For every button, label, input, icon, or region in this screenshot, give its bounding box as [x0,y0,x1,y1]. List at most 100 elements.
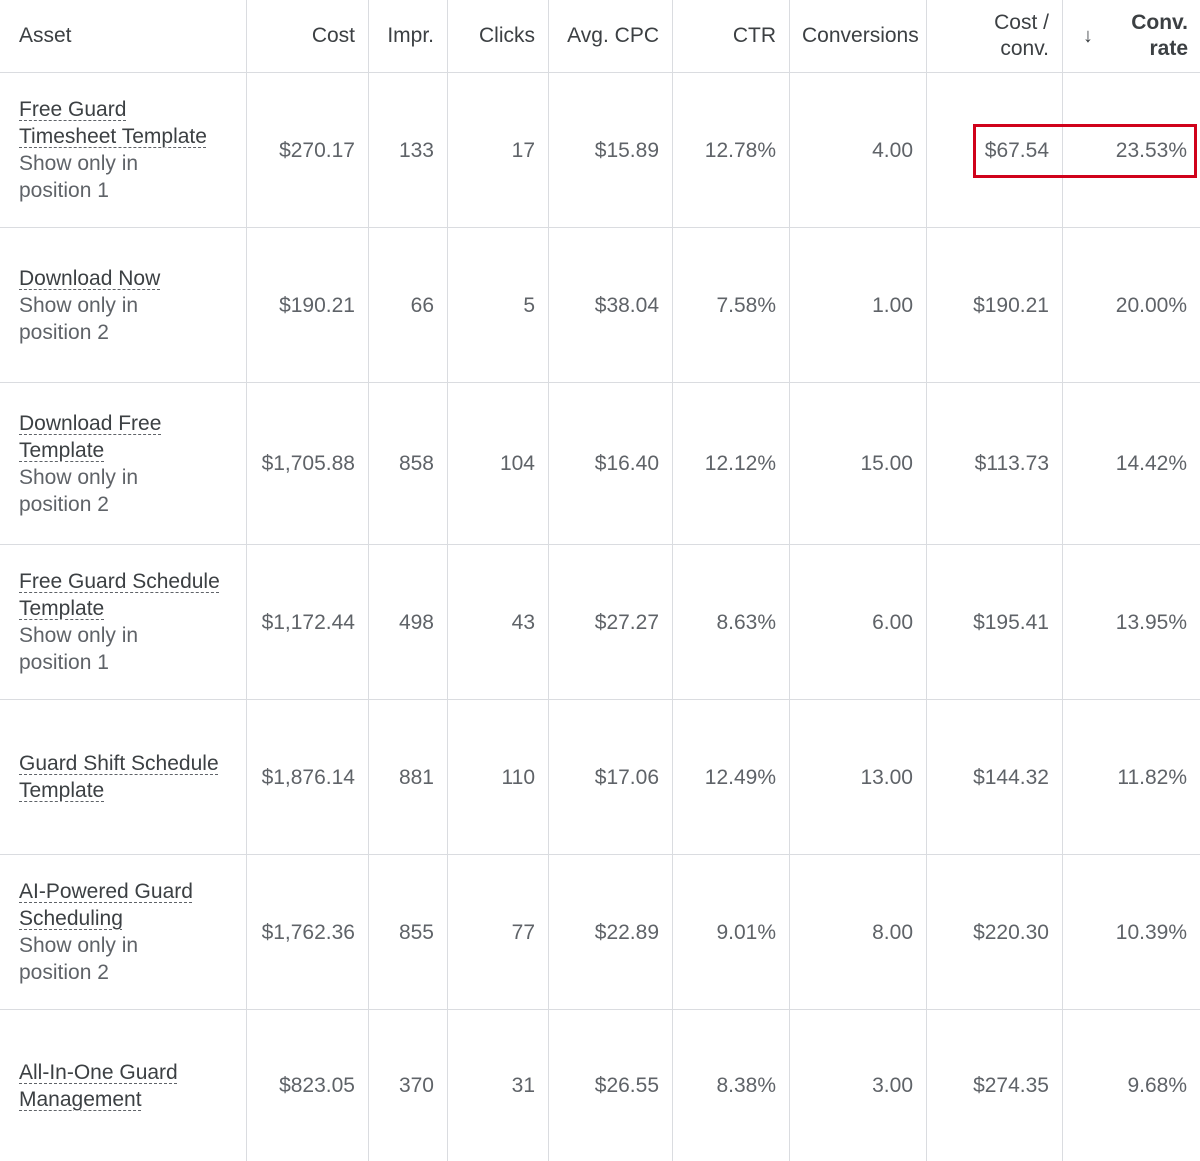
cost-per-conv-cell: $274.35 [927,1010,1063,1161]
asset-position-label: position 2 [19,492,109,516]
column-header-cost[interactable]: Cost [247,0,369,73]
cell-value: 104 [499,452,535,475]
impressions-cell: 881 [369,700,448,855]
cell-value: $823.05 [279,1074,355,1097]
cell-value: $38.04 [594,293,659,317]
cost-per-conv-cell: $144.32 [927,700,1063,855]
cell-value: 110 [501,765,535,789]
cell-value: 12.78% [704,138,776,162]
conv-rate-cell: 10.39% [1063,855,1200,1010]
column-header-clicks[interactable]: Clicks [448,0,549,73]
cell-value: 12.12% [704,452,776,475]
asset-name-link[interactable]: All-In-One Guard [19,1060,178,1084]
impressions-cell: 855 [369,855,448,1010]
cost-per-conv-cell: $67.54 [927,73,1063,228]
asset-name-link[interactable]: Free Guard [19,98,127,121]
cell-value: 15.00 [860,452,913,475]
asset-position-label: position 1 [19,179,109,202]
cell-value: 23.53% [1115,138,1187,162]
column-header-asset[interactable]: Asset [0,0,247,73]
cell-value: $1,172.44 [261,610,355,634]
asset-position-label: Show only in [19,293,139,317]
asset-position-label: Show only in [19,624,139,647]
cell-value: 1.00 [872,293,913,317]
clicks-cell: 31 [448,1010,549,1161]
ctr-cell: 9.01% [673,855,790,1010]
column-header-label: Impr. [387,24,434,47]
column-header-cost-per-conv[interactable]: Cost / conv. [927,0,1063,73]
impressions-cell: 133 [369,73,448,228]
asset-name-link[interactable]: Template [19,597,105,620]
cell-value: $1,762.36 [261,920,355,944]
asset-name-link[interactable]: Template [19,779,105,802]
ctr-cell: 7.58% [673,228,790,383]
cell-value: 5 [523,293,535,317]
cell-value: $1,876.14 [261,765,355,789]
avg-cpc-cell: $22.89 [549,855,673,1010]
column-header-label: Cost / conv. [994,10,1049,62]
column-header-label: CTR [732,24,776,47]
cell-value: 14.42% [1115,452,1187,475]
cell-value: $67.54 [984,138,1049,162]
column-header-impr[interactable]: Impr. [369,0,448,73]
asset-name-link[interactable]: Template [19,438,105,462]
cell-value: $274.35 [973,1074,1049,1097]
ctr-cell: 12.12% [673,383,790,545]
asset-cell: Guard Shift Schedule Template [0,700,247,855]
cost-cell: $1,762.36 [247,855,369,1010]
cell-value: 9.68% [1127,1074,1187,1097]
asset-name-link[interactable]: Management [19,1087,142,1111]
column-header-label: Asset [19,24,72,47]
asset-cell: AI-Powered Guard Scheduling Show only in po… [0,855,247,1010]
asset-name-link[interactable]: Timesheet Template [19,125,207,148]
cost-cell: $270.17 [247,73,369,228]
conv-rate-cell: 14.42% [1063,383,1200,545]
conversions-cell: 15.00 [790,383,927,545]
asset-name-link[interactable]: AI-Powered Guard [19,880,193,903]
avg-cpc-cell: $16.40 [549,383,673,545]
cell-value: 77 [511,920,535,944]
conversions-cell: 4.00 [790,73,927,228]
cell-value: $27.27 [594,610,659,634]
asset-name-link[interactable]: Free Guard Schedule [19,570,220,593]
conversions-cell: 1.00 [790,228,927,383]
cell-value: 133 [398,138,434,162]
conv-rate-cell: 23.53% [1063,73,1200,228]
column-header-conv-rate[interactable]: ↓ Conv. rate [1063,0,1200,73]
clicks-cell: 110 [448,700,549,855]
conv-rate-cell: 11.82% [1063,700,1200,855]
column-header-ctr[interactable]: CTR [673,0,790,73]
avg-cpc-cell: $15.89 [549,73,673,228]
impressions-cell: 66 [369,228,448,383]
asset-name-link[interactable]: Download Free [19,411,162,435]
column-header-label: Conv. rate [1131,10,1188,62]
column-header-conversions[interactable]: Conversions [790,0,927,73]
cell-value: $113.73 [974,452,1049,475]
ctr-cell: 8.38% [673,1010,790,1161]
asset-name-link[interactable]: Guard Shift Schedule [19,752,219,775]
cell-value: 4.00 [872,138,913,162]
column-header-avg-cpc[interactable]: Avg. CPC [549,0,673,73]
conversions-cell: 3.00 [790,1010,927,1161]
cell-value: 7.58% [716,293,776,317]
column-header-label-line: Cost / [994,11,1049,34]
cell-value: $270.17 [279,138,355,162]
clicks-cell: 17 [448,73,549,228]
avg-cpc-cell: $27.27 [549,545,673,700]
clicks-cell: 77 [448,855,549,1010]
clicks-cell: 104 [448,383,549,545]
cell-value: $144.32 [973,765,1049,789]
cell-value: 10.39% [1115,920,1187,944]
cost-per-conv-cell: $113.73 [927,383,1063,545]
asset-cell: Free Guard Schedule Template Show only in p… [0,545,247,700]
cell-value: 8.00 [872,920,913,944]
column-header-label: Conversions [802,24,919,47]
cell-value: $190.21 [279,293,355,317]
arrow-down-icon[interactable]: ↓ [1083,25,1093,47]
column-header-label-line: conv. [1000,37,1049,60]
cost-per-conv-cell: $195.41 [927,545,1063,700]
asset-name-link[interactable]: Download Now [19,266,161,290]
conv-rate-cell: 9.68% [1063,1010,1200,1161]
asset-name-link[interactable]: Scheduling [19,907,123,930]
